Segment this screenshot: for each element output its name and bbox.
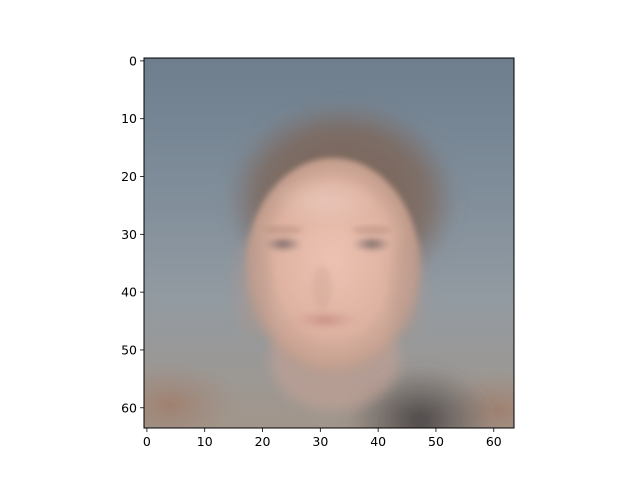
y-tick-label: 0 xyxy=(129,53,137,68)
x-axis: 0 10 20 30 40 50 60 xyxy=(143,428,502,449)
axes-frame xyxy=(143,57,515,429)
y-tick-label: 40 xyxy=(121,285,137,300)
x-tick-label: 20 xyxy=(255,434,271,449)
y-tick-label: 50 xyxy=(121,342,137,357)
y-tick-label: 60 xyxy=(121,400,137,415)
y-tick-label: 20 xyxy=(121,169,137,184)
x-tick-label: 30 xyxy=(312,434,328,449)
y-tick-label: 30 xyxy=(121,227,137,242)
face-image xyxy=(144,58,514,428)
x-tick-label: 50 xyxy=(428,434,444,449)
x-tick-label: 0 xyxy=(143,434,151,449)
x-tick-label: 10 xyxy=(197,434,213,449)
x-tick-label: 40 xyxy=(370,434,386,449)
y-tick-label: 10 xyxy=(121,111,137,126)
x-tick-label: 60 xyxy=(486,434,502,449)
y-axis: 0 10 20 30 40 50 60 xyxy=(121,53,144,415)
